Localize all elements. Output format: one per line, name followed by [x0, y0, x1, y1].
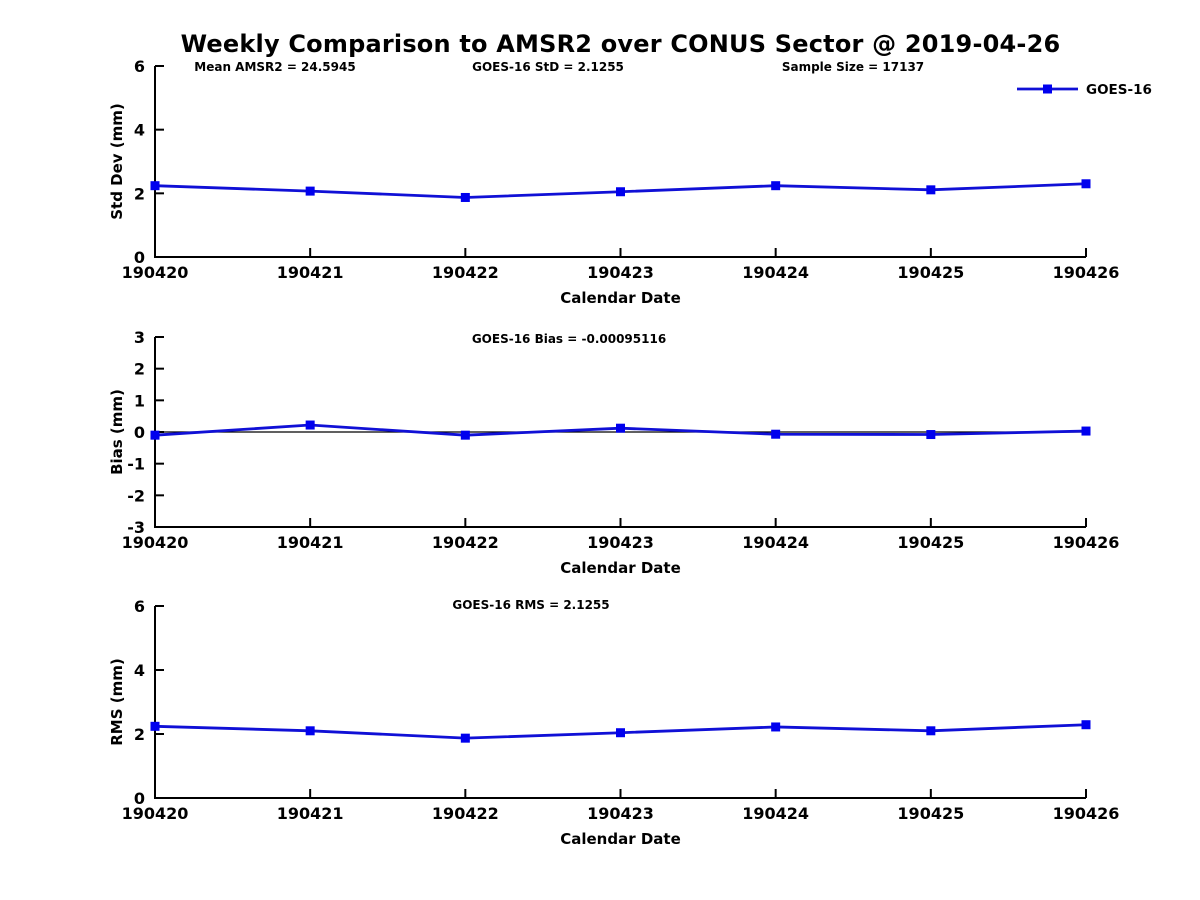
rms-x-tick-label: 190426	[1053, 804, 1120, 823]
bias-y-tick-label: -3	[127, 518, 145, 537]
std-dev-y-axis-title: Std Dev (mm)	[108, 103, 126, 220]
std-dev-x-tick-label: 190421	[277, 263, 344, 282]
rms-x-tick-label: 190424	[742, 804, 809, 823]
std-dev-annotation: Sample Size = 17137	[782, 60, 924, 74]
std-dev-x-tick-label: 190425	[897, 263, 964, 282]
rms-x-tick-label: 190425	[897, 804, 964, 823]
std-dev-x-tick-label: 190422	[432, 263, 499, 282]
rms-data-point-marker	[150, 721, 160, 731]
std-dev-data-point-marker	[150, 181, 160, 191]
bias-data-point-marker	[926, 430, 936, 440]
bias-y-tick-label: 1	[134, 391, 145, 410]
bias-x-tick-label: 190422	[432, 533, 499, 552]
rms-data-point-marker	[616, 728, 625, 738]
std-dev-x-axis-title: Calendar Date	[560, 289, 681, 307]
bias-annotation: GOES-16 Bias = -0.00095116	[472, 332, 666, 346]
rms-y-axis-title: RMS (mm)	[108, 658, 126, 745]
bias-x-tick-label: 190420	[122, 533, 189, 552]
bias-x-tick-label: 190424	[742, 533, 809, 552]
std-dev-y-tick-label: 2	[134, 184, 145, 203]
bias-data-point-marker	[150, 430, 160, 440]
std-dev-data-point-marker	[460, 192, 470, 202]
rms-x-tick-label: 190421	[277, 804, 344, 823]
bias-x-tick-label: 190421	[277, 533, 344, 552]
rms-y-tick-label: 6	[134, 597, 145, 616]
rms-x-axis-title: Calendar Date	[560, 830, 681, 848]
bias-y-tick-label: 0	[134, 423, 145, 442]
std-dev-y-tick-label: 0	[134, 248, 145, 267]
bias-y-tick-label: -1	[127, 455, 145, 474]
rms-y-tick-label: 4	[134, 661, 145, 680]
rms-y-tick-label: 2	[134, 725, 145, 744]
std-dev-data-point-marker	[926, 185, 936, 195]
bias-x-axis-title: Calendar Date	[560, 559, 681, 577]
std-dev-x-tick-label: 190424	[742, 263, 809, 282]
rms-data-point-marker	[926, 726, 936, 736]
std-dev-x-tick-label: 190426	[1053, 263, 1120, 282]
std-dev-data-point-marker	[616, 187, 625, 197]
std-dev-data-point-marker	[1081, 179, 1091, 189]
bias-y-axis-title: Bias (mm)	[108, 389, 126, 475]
rms-data-point-marker	[1081, 720, 1091, 730]
legend-marker	[1043, 84, 1052, 94]
rms-data-point-marker	[771, 722, 781, 732]
bias-data-point-marker	[616, 423, 625, 433]
rms-data-point-marker	[460, 733, 470, 743]
rms-x-tick-label: 190422	[432, 804, 499, 823]
bias-y-tick-label: -2	[127, 486, 145, 505]
bias-x-tick-label: 190426	[1053, 533, 1120, 552]
figure-title: Weekly Comparison to AMSR2 over CONUS Se…	[180, 30, 1061, 58]
std-dev-y-tick-label: 4	[134, 121, 145, 140]
std-dev-y-tick-label: 6	[134, 57, 145, 76]
rms-y-tick-label: 0	[134, 789, 145, 808]
std-dev-x-tick-label: 190423	[587, 263, 654, 282]
std-dev-annotation: GOES-16 StD = 2.1255	[472, 60, 624, 74]
bias-x-tick-label: 190423	[587, 533, 654, 552]
bias-y-tick-label: 3	[134, 328, 145, 347]
bias-x-tick-label: 190425	[897, 533, 964, 552]
rms-x-tick-label: 190423	[587, 804, 654, 823]
std-dev-x-tick-label: 190420	[122, 263, 189, 282]
bias-data-point-marker	[305, 420, 315, 430]
bias-y-tick-label: 2	[134, 360, 145, 379]
std-dev-data-point-marker	[771, 181, 781, 191]
bias-data-point-marker	[771, 429, 781, 439]
bias-data-point-marker	[1081, 426, 1091, 436]
legend-label: GOES-16	[1086, 82, 1152, 98]
bias-data-point-marker	[460, 430, 470, 440]
rms-annotation: GOES-16 RMS = 2.1255	[452, 598, 609, 612]
std-dev-data-point-marker	[305, 186, 315, 196]
rms-x-tick-label: 190420	[122, 804, 189, 823]
std-dev-annotation: Mean AMSR2 = 24.5945	[194, 60, 355, 74]
rms-data-point-marker	[305, 726, 315, 736]
